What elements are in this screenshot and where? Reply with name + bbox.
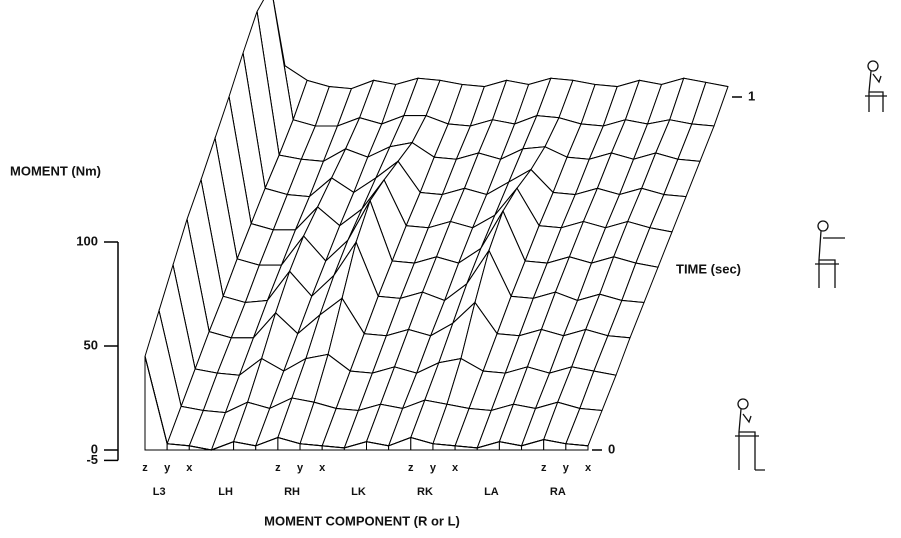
group-label: LA xyxy=(484,486,499,498)
component-label: x xyxy=(319,462,326,474)
component-label: z xyxy=(408,462,414,474)
group-label: L3 xyxy=(153,486,166,498)
z-tick-label: 0 xyxy=(91,441,98,456)
seated-figure-top xyxy=(865,61,887,112)
component-label: x xyxy=(585,462,592,474)
group-label: RH xyxy=(284,486,300,498)
x-axis-label: MOMENT COMPONENT (R or L) xyxy=(264,513,460,528)
group-label: RA xyxy=(550,486,566,498)
time-tick-label: 0 xyxy=(608,441,615,456)
component-label: y xyxy=(563,462,570,474)
component-label: y xyxy=(164,462,171,474)
group-label: LK xyxy=(351,486,366,498)
seated-figure-bottom xyxy=(735,399,765,470)
component-label: z xyxy=(142,462,148,474)
component-label: x xyxy=(452,462,459,474)
component-label: y xyxy=(430,462,437,474)
group-label: LH xyxy=(218,486,233,498)
component-label: x xyxy=(186,462,193,474)
z-axis-label: MOMENT (Nm) xyxy=(10,163,101,178)
component-label: y xyxy=(297,462,304,474)
chart: MOMENT (Nm) TIME (sec) MOMENT COMPONENT … xyxy=(0,0,901,538)
time-axis-label: TIME (sec) xyxy=(676,261,741,276)
time-tick-label: 1 xyxy=(748,88,755,103)
component-label: z xyxy=(541,462,547,474)
z-tick-label: 50 xyxy=(84,337,98,352)
component-label: z xyxy=(275,462,281,474)
z-tick-label: 100 xyxy=(76,233,98,248)
group-label: RK xyxy=(417,486,433,498)
seated-figure-middle xyxy=(815,221,845,288)
